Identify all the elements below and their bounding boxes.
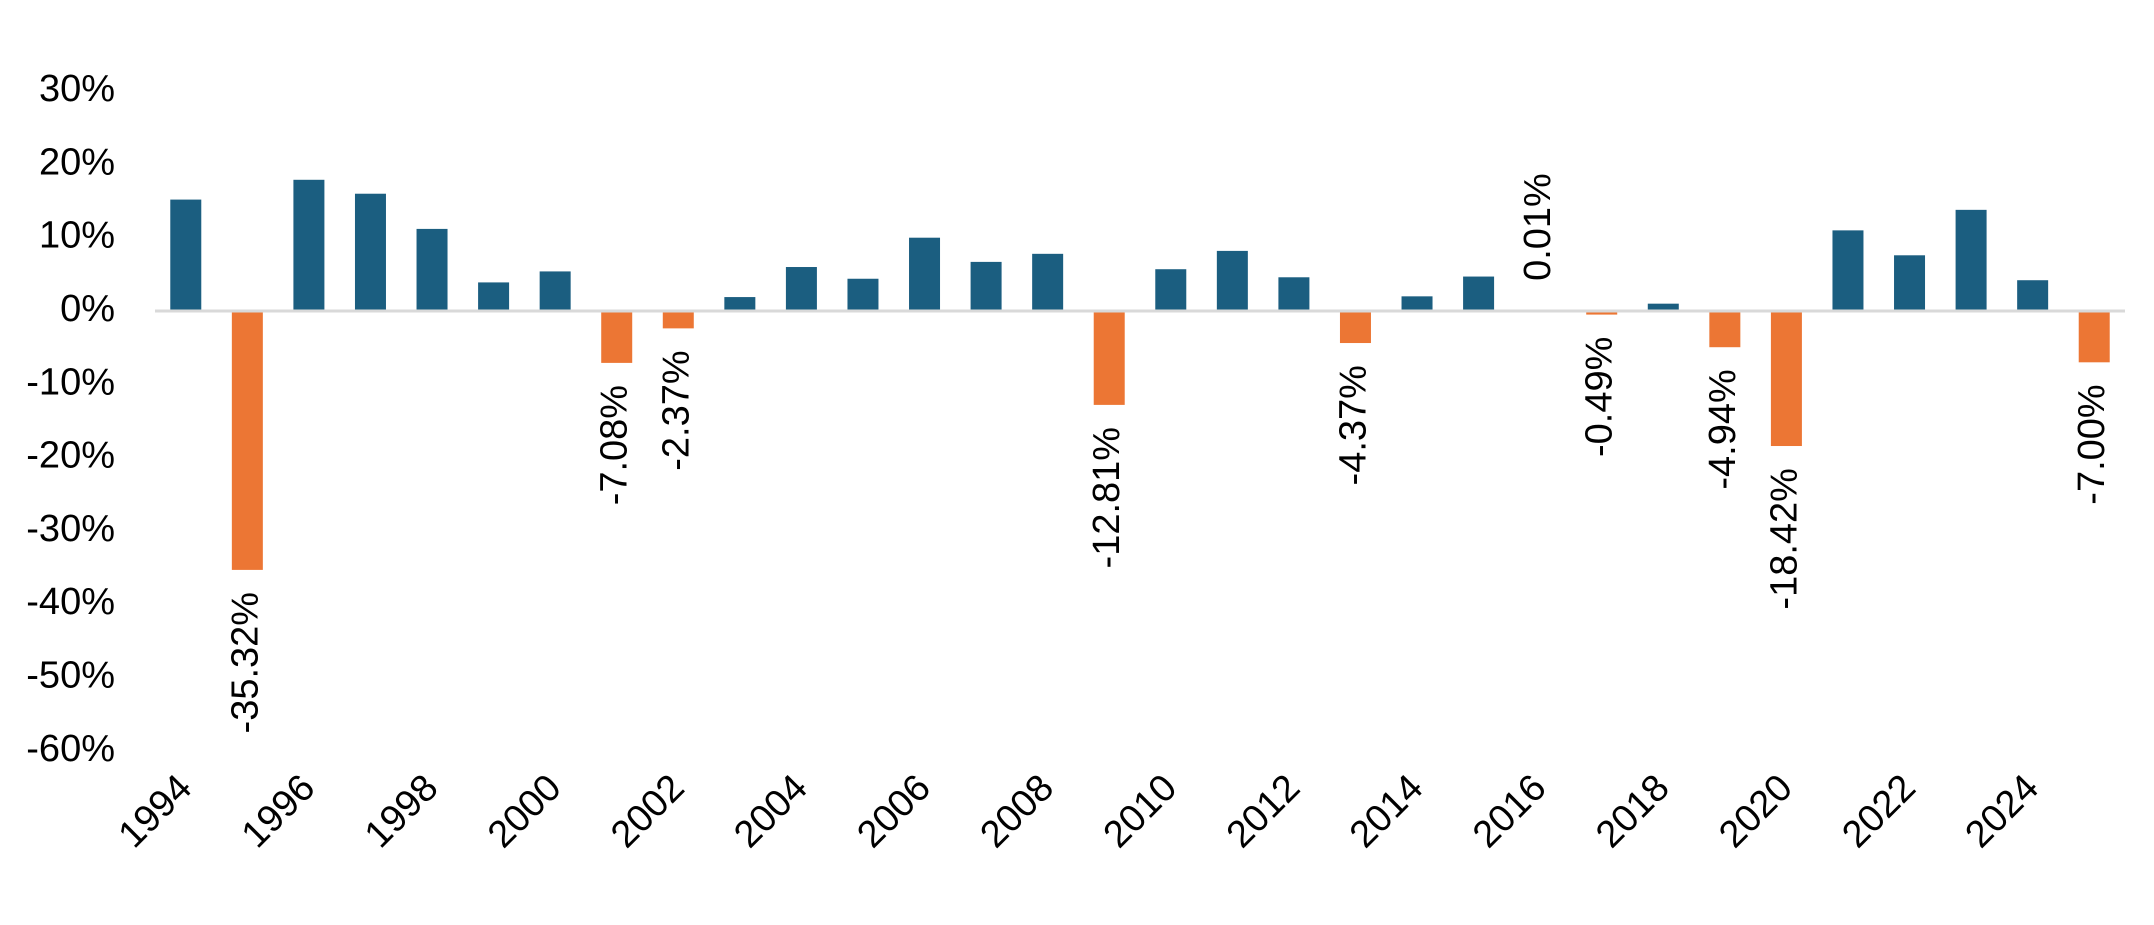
bar-2009 [1093, 311, 1125, 405]
bar-2022 [1894, 255, 1926, 311]
bar-1999 [478, 282, 510, 311]
x-tick-label: 2012 [1219, 767, 1308, 856]
x-tick-label: 2002 [603, 767, 692, 856]
bar-1998 [416, 228, 448, 311]
data-label-2009: -12.81% [1086, 427, 1128, 569]
x-tick-label: 2010 [1096, 767, 1185, 856]
x-tick-label: 2006 [849, 767, 938, 856]
bar-2014 [1401, 296, 1433, 311]
data-label-2025: -7.00% [2071, 384, 2113, 504]
bar-1994 [170, 199, 202, 311]
y-tick-label: -30% [26, 508, 115, 550]
bar-2004 [785, 267, 817, 311]
bar-2000 [539, 271, 571, 311]
bar-1995 [231, 311, 263, 570]
bar-2025 [2078, 311, 2110, 363]
data-label-2002: -2.37% [655, 350, 697, 470]
data-label-2019: -4.94% [1702, 369, 1744, 489]
bar-2019 [1709, 311, 1741, 348]
data-labels: -35.32% -7.08% -2.37% -12.81% -4.37% 0.01% -0.… [224, 173, 2113, 733]
bars [170, 179, 2110, 570]
bar-1996 [293, 179, 325, 311]
x-tick-label: 2000 [480, 767, 569, 856]
bar-2005 [847, 278, 879, 311]
x-tick-label: 1994 [111, 767, 200, 856]
x-tick-label: 2024 [1958, 767, 2047, 856]
bar-2013 [1339, 311, 1371, 344]
x-axis-ticks: 1994 1996 1998 2000 2002 2004 2006 2008 2010 2012… [111, 767, 2047, 856]
data-label-1995: -35.32% [224, 592, 266, 734]
y-tick-label: 0% [60, 288, 115, 330]
bar-2008 [1032, 253, 1064, 311]
bar-2010 [1155, 269, 1187, 311]
bar-2012 [1278, 277, 1310, 311]
data-label-2017: -0.49% [1579, 337, 1621, 457]
y-tick-label: 30% [39, 68, 115, 110]
bar-2017 [1586, 311, 1618, 315]
y-tick-label: -50% [26, 655, 115, 697]
y-axis-ticks: 30% 20% 10% 0% -10% -20% -30% -40% -50% -60% [26, 68, 115, 770]
bar-2001 [601, 311, 633, 363]
bar-2023 [1955, 209, 1987, 311]
bar-2015 [1463, 276, 1495, 311]
y-tick-label: 10% [39, 215, 115, 257]
bar-2007 [970, 261, 1002, 311]
y-tick-label: -10% [26, 361, 115, 403]
bar-2006 [909, 237, 941, 311]
x-tick-label: 2016 [1465, 767, 1554, 856]
x-tick-label: 2022 [1834, 767, 1923, 856]
x-tick-label: 2018 [1588, 767, 1677, 856]
y-tick-label: 20% [39, 141, 115, 183]
x-tick-label: 2008 [973, 767, 1062, 856]
bar-1997 [354, 193, 386, 311]
bar-2021 [1832, 230, 1864, 311]
bar-2020 [1770, 311, 1802, 447]
data-label-2013: -4.37% [1333, 365, 1375, 485]
bar-2011 [1216, 250, 1248, 311]
y-tick-label: -40% [26, 581, 115, 623]
bar-2003 [724, 297, 756, 311]
y-tick-label: -60% [26, 728, 115, 770]
data-label-2016: 0.01% [1517, 173, 1559, 281]
x-tick-label: 1998 [357, 767, 446, 856]
bar-2024 [2017, 280, 2049, 311]
bar-2018 [1647, 303, 1679, 311]
x-tick-label: 2014 [1342, 767, 1431, 856]
x-tick-label: 1996 [234, 767, 323, 856]
x-tick-label: 2020 [1711, 767, 1800, 856]
bar-2002 [662, 311, 694, 329]
x-tick-label: 2004 [726, 767, 815, 856]
y-tick-label: -20% [26, 435, 115, 477]
data-label-2020: -18.42% [1763, 468, 1805, 610]
data-label-2001: -7.08% [594, 385, 636, 505]
